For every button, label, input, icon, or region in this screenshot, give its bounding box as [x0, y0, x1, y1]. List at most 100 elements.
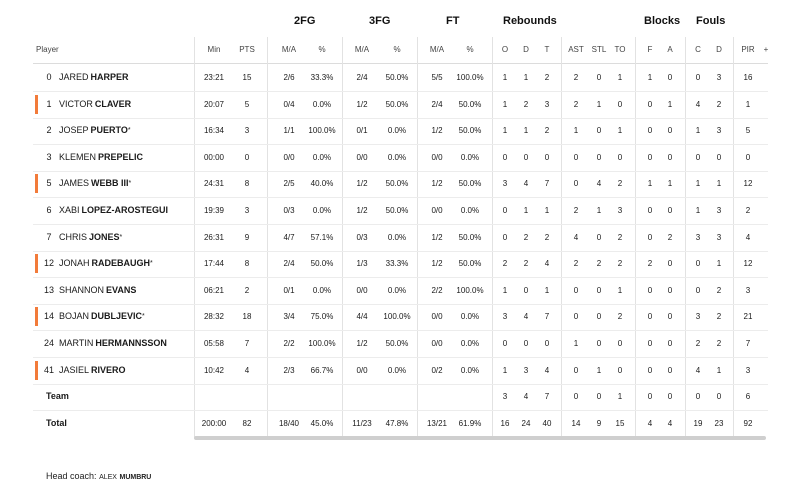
player-name[interactable]: 24 MARTIN HERMANNSSON — [33, 330, 167, 357]
stat-to: 2 — [617, 179, 623, 189]
player-name[interactable]: 0 JARED HARPER — [33, 64, 128, 91]
starter-asterisk: * — [142, 313, 145, 321]
table-row[interactable]: 13 SHANNON EVANS 06:21 2 0/1 0.0% 0/0 0.0% 2/2 100… — [33, 277, 768, 305]
player-first-name: JARED — [59, 72, 89, 82]
player-first-name: JOSEP — [59, 125, 89, 136]
stat-fg3-pct: 50.0% — [385, 73, 409, 82]
col-header-t[interactable]: T — [544, 45, 550, 54]
stat-t: 1 — [544, 285, 550, 295]
stat-fg2-ma: 2/5 — [283, 179, 295, 189]
stat-fd: 2 — [716, 99, 722, 109]
col-header-stl[interactable]: STL — [591, 45, 607, 54]
col-header-to[interactable]: TO — [614, 45, 626, 54]
col-header-3fg-ma[interactable]: M/A — [354, 45, 370, 54]
stat-fg3-pct: 50.0% — [385, 339, 409, 348]
player-last-name: PUERTO — [90, 125, 128, 136]
stat-d: 0 — [523, 285, 529, 295]
stat-fg2-pct: 50.0% — [310, 259, 334, 269]
col-header-plus-minus[interactable]: + — [763, 45, 769, 54]
col-header-foul-d[interactable]: D — [716, 45, 722, 54]
player-name[interactable]: 12 JONAH RADEBAUGH* — [33, 250, 153, 277]
stat-fd: 3 — [716, 206, 722, 215]
stat-bf: 0 — [647, 232, 653, 242]
player-name[interactable]: 13 SHANNON EVANS — [33, 277, 136, 304]
stat-bf: 0 — [647, 312, 653, 322]
player-number: 6 — [46, 205, 52, 215]
table-row[interactable]: 41 JASIEL RIVERO 10:42 4 2/3 66.7% 0/0 0.0% 0/2 0.… — [33, 357, 768, 385]
col-header-min[interactable]: Min — [207, 45, 221, 54]
col-header-blk-a[interactable]: A — [667, 45, 673, 54]
stat-stl: 1 — [596, 365, 602, 375]
col-header-ast[interactable]: AST — [568, 45, 584, 54]
stat-ft-ma: 1/2 — [431, 259, 443, 269]
column-divider — [417, 37, 418, 437]
stat-bf: 0 — [647, 99, 653, 109]
col-header-2fg-pct[interactable]: % — [318, 45, 326, 54]
col-header-blk-f[interactable]: F — [647, 45, 653, 54]
horizontal-scrollbar[interactable] — [194, 436, 766, 440]
table-row[interactable]: 14 BOJAN DUBLJEVIC* 28:32 18 3/4 75.0% 4/4 100.0… — [33, 303, 768, 332]
stat-to: 0 — [617, 152, 623, 162]
col-header-player[interactable]: Player — [36, 45, 59, 54]
table-row[interactable]: 0 JARED HARPER 23:21 15 2/6 33.3% 2/4 50.0% 5/5 10… — [33, 64, 768, 92]
table-row[interactable]: 3 KLEMEN PREPELIC 00:00 0 0/0 0.0% 0/0 0.0% 0/0 0.… — [33, 144, 768, 172]
column-divider — [492, 37, 493, 437]
stat-ft-ma: 1/2 — [431, 232, 443, 242]
player-name[interactable]: 5 JAMES WEBB III* — [33, 170, 131, 197]
stat-fd: 2 — [716, 312, 722, 322]
player-name[interactable]: 7 CHRIS JONES* — [33, 224, 122, 251]
col-header-2fg-ma[interactable]: M/A — [281, 45, 297, 54]
stat-ft-ma: 0/0 — [431, 339, 443, 348]
stat-ast: 2 — [573, 206, 579, 215]
stat-ba: 0 — [667, 392, 673, 402]
starter-marker — [35, 94, 38, 114]
player-name[interactable]: 1 VICTOR CLAVER — [33, 91, 131, 118]
player-number: 41 — [43, 364, 54, 375]
stat-pir: 92 — [743, 418, 753, 428]
stat-fd: 3 — [716, 126, 722, 136]
player-name[interactable]: 6 XABI LOPEZ-AROSTEGUI — [33, 197, 168, 224]
total-label: Total — [46, 417, 67, 428]
stat-fg2-pct: 0.0% — [312, 206, 332, 215]
table-row[interactable]: 6 XABI LOPEZ-AROSTEGUI 19:39 3 0/3 0.0% 1/2 50.0… — [33, 197, 768, 225]
col-header-ft-pct[interactable]: % — [466, 45, 474, 54]
stat-fg2-ma: 0/1 — [283, 285, 295, 295]
player-last-name: JONES — [89, 231, 120, 242]
table-row[interactable]: 5 JAMES WEBB III* 24:31 8 2/5 40.0% 1/2 50.0% 1/2… — [33, 170, 768, 199]
table-row[interactable]: 1 VICTOR CLAVER 20:07 5 0/4 0.0% 1/2 50.0% 2/4 50.… — [33, 91, 768, 119]
stat-pts: 8 — [244, 179, 250, 189]
table-row[interactable]: 7 CHRIS JONES* 26:31 9 4/7 57.1% 0/3 0.0% 1/2 50.0… — [33, 224, 768, 252]
col-header-foul-c[interactable]: C — [695, 45, 701, 54]
table-row[interactable]: 12 JONAH RADEBAUGH* 17:44 8 2/4 50.0% 1/3 33.3% 1… — [33, 250, 768, 279]
player-name[interactable]: 2 JOSEP PUERTO* — [33, 117, 130, 144]
stat-fc: 0 — [695, 259, 701, 269]
stat-pir: 12 — [743, 259, 753, 269]
table-row[interactable]: 24 MARTIN HERMANNSSON 05:58 7 2/2 100.0% 1/2 50.… — [33, 330, 768, 358]
col-header-pts[interactable]: PTS — [239, 45, 255, 54]
stat-fg2-ma: 2/4 — [283, 259, 295, 269]
starter-marker — [35, 307, 38, 327]
column-divider — [194, 37, 195, 437]
stat-pts: 7 — [244, 339, 250, 348]
player-name[interactable]: 41 JASIEL RIVERO — [33, 357, 126, 384]
stat-fg3-pct: 33.3% — [385, 259, 409, 269]
stat-ft-ma: 13/21 — [426, 418, 448, 428]
player-first-name: JONAH — [59, 258, 90, 269]
col-header-pir[interactable]: PIR — [741, 45, 755, 54]
starter-marker — [35, 360, 38, 380]
table-row[interactable]: 2 JOSEP PUERTO* 16:34 3 1/1 100.0% 0/1 0.0% 1/2 50… — [33, 117, 768, 146]
stat-ft-ma: 5/5 — [431, 73, 443, 82]
stat-o: 0 — [502, 339, 508, 348]
col-header-3fg-pct[interactable]: % — [393, 45, 401, 54]
col-header-o[interactable]: O — [501, 45, 509, 54]
stat-fd: 2 — [716, 285, 722, 295]
col-header-d[interactable]: D — [523, 45, 529, 54]
stat-min: 06:21 — [203, 285, 225, 295]
player-name[interactable]: 14 BOJAN DUBLJEVIC* — [33, 303, 145, 330]
player-name[interactable]: 3 KLEMEN PREPELIC — [33, 144, 143, 171]
col-header-ft-ma[interactable]: M/A — [429, 45, 445, 54]
stat-pir: 7 — [745, 339, 751, 348]
player-last-name: RIVERO — [91, 364, 126, 375]
stat-fd: 3 — [716, 73, 722, 82]
stat-o: 0 — [502, 206, 508, 215]
